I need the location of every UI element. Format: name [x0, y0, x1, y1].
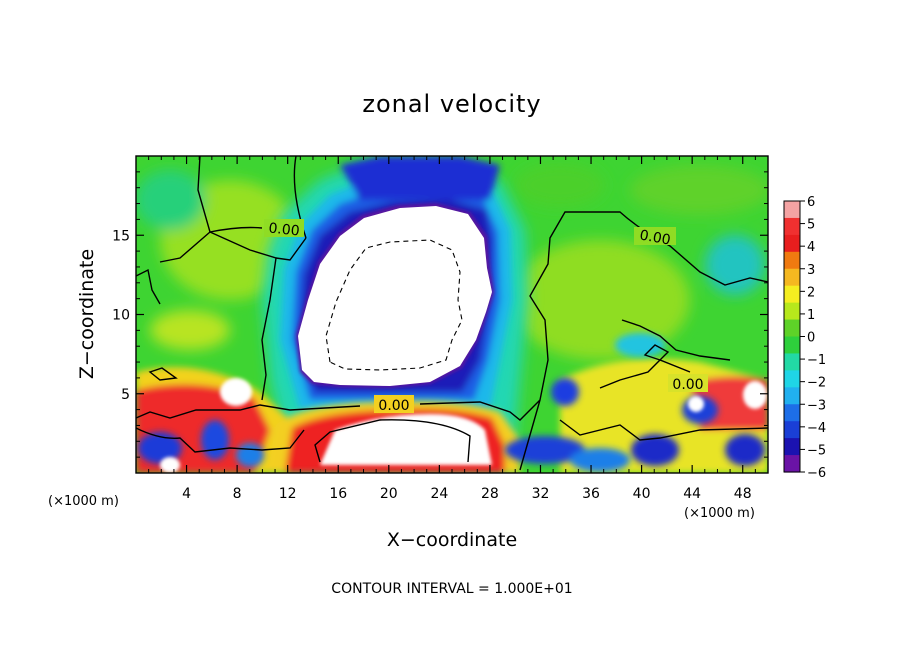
- colorbar-swatch: [784, 251, 800, 270]
- y-tick-label: 5: [121, 387, 130, 403]
- colorbar-swatch: [784, 217, 800, 236]
- x-tick-label: 16: [329, 486, 347, 502]
- x-tick-label: 44: [683, 486, 701, 502]
- colorbar-tick-label: 4: [807, 240, 815, 255]
- colorbar-swatch: [784, 285, 800, 304]
- x-tick-label: 24: [430, 486, 448, 502]
- y-axis-label: Z−coordinate: [76, 249, 98, 379]
- colorbar-tick-label: −6: [807, 466, 826, 481]
- x-tick-label: 40: [633, 486, 651, 502]
- x-tick-label: 12: [279, 486, 297, 502]
- x-unit-left: (×1000 m): [48, 494, 119, 509]
- colorbar-swatch: [784, 438, 800, 456]
- y-tick-label: 15: [112, 228, 130, 244]
- contour-label: 0.00: [268, 220, 301, 239]
- x-tick-label: 28: [481, 486, 499, 502]
- colorbar-swatch: [784, 268, 800, 287]
- colorbar-swatch: [784, 234, 800, 253]
- x-tick-label: 20: [380, 486, 398, 502]
- x-tick-label: 48: [734, 486, 752, 502]
- colorbar-swatch: [784, 336, 800, 355]
- colorbar-swatch: [784, 353, 800, 371]
- x-tick-label: 32: [532, 486, 550, 502]
- colorbar-swatch: [784, 404, 800, 422]
- colorbar-tick-label: 3: [807, 263, 815, 278]
- contour-label: 0.00: [378, 398, 409, 414]
- x-axis-label: X−coordinate: [387, 529, 517, 551]
- chart-title: zonal velocity: [362, 90, 541, 118]
- colorbar-tick-label: −3: [807, 398, 826, 413]
- colorbar-tick-label: 1: [807, 308, 815, 323]
- colorbar-swatch: [784, 201, 800, 219]
- colorbar-swatch: [784, 387, 800, 405]
- heatmap-field: [136, 156, 768, 473]
- colorbar: 6 5 4 3 2 1 0 −1 −2 −3 −4 −5 −6: [783, 195, 826, 481]
- x-tick-label: 36: [582, 486, 600, 502]
- x-axis: 4 8 12 16 20 24 28 32 36 40 44 48: [148, 156, 756, 502]
- colorbar-swatch: [784, 370, 800, 388]
- contour-interval-note: CONTOUR INTERVAL = 1.000E+01: [331, 581, 572, 597]
- colorbar-tick-label: 6: [807, 195, 815, 210]
- colorbar-tick-label: −5: [807, 443, 826, 458]
- colorbar-swatch: [784, 455, 800, 473]
- contour-label: 0.00: [672, 377, 703, 393]
- contour-label-group: 0.00 0.00 0.00 0.00: [264, 219, 708, 414]
- colorbar-swatch: [784, 421, 800, 439]
- contour-label: 0.00: [638, 227, 671, 248]
- x-tick-label: 4: [182, 486, 191, 502]
- x-tick-label: 8: [233, 486, 242, 502]
- colorbar-tick-label: 2: [807, 285, 815, 300]
- negative-contour: [325, 239, 463, 371]
- y-axis: 5 10 15: [112, 171, 768, 458]
- x-unit-right: (×1000 m): [684, 506, 755, 521]
- y-tick-label: 10: [112, 308, 130, 324]
- colorbar-swatch: [784, 319, 800, 338]
- colorbar-tick-label: 5: [807, 218, 815, 233]
- contour-lines: [136, 156, 768, 471]
- colorbar-tick-label: −2: [807, 376, 826, 391]
- colorbar-tick-label: 0: [807, 331, 815, 346]
- colorbar-tick-label: −1: [807, 353, 826, 368]
- colorbar-tick-label: −4: [807, 421, 826, 436]
- colorbar-swatch: [784, 302, 800, 321]
